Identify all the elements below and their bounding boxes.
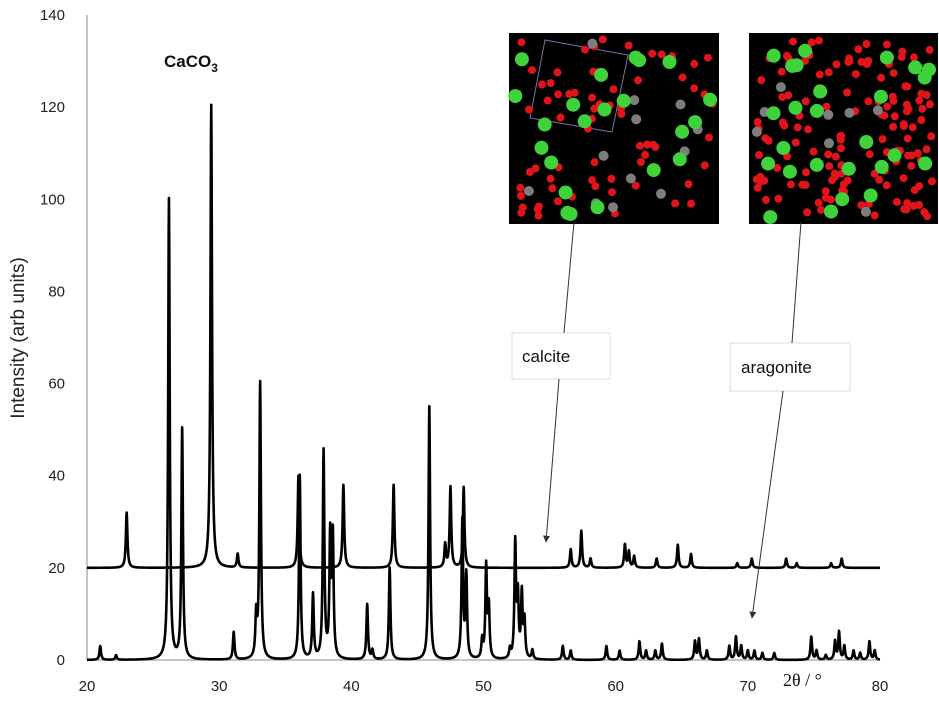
x-tick-label: 80 bbox=[872, 678, 889, 695]
chart-title-main: CaCO bbox=[164, 52, 211, 71]
aragonite-arrow-top bbox=[791, 221, 802, 344]
calcite-structure-image bbox=[508, 33, 719, 224]
y-tick-labels: 0 20 40 60 80 100 120 140 bbox=[40, 7, 65, 669]
y-tick-label: 120 bbox=[40, 99, 65, 116]
x-tick-label: 30 bbox=[211, 678, 228, 695]
series-line-calcite bbox=[85, 103, 882, 570]
chart-title: CaCO3 bbox=[164, 52, 218, 75]
aragonite-arrow bbox=[749, 390, 784, 619]
aragonite-structure-image bbox=[749, 33, 938, 225]
x-axis-label: 2θ / ° bbox=[783, 670, 822, 690]
y-tick-label: 40 bbox=[48, 468, 65, 485]
calcite-label: calcite bbox=[522, 347, 570, 366]
calcite-label-box bbox=[511, 332, 611, 380]
chart-title-subscript: 3 bbox=[211, 61, 218, 75]
y-tick-label: 60 bbox=[48, 376, 65, 393]
y-tick-label: 140 bbox=[40, 7, 65, 24]
x-tick-label: 70 bbox=[739, 678, 756, 695]
x-tick-label: 20 bbox=[79, 678, 96, 695]
x-tick-labels: 20 30 40 50 60 70 80 bbox=[79, 678, 889, 695]
y-tick-label: 80 bbox=[48, 283, 65, 300]
y-tick-label: 100 bbox=[40, 191, 65, 208]
calcite-arrow-top bbox=[563, 221, 575, 334]
series-line-aragonite bbox=[85, 196, 882, 662]
calcite-arrow bbox=[543, 378, 560, 543]
aragonite-label: aragonite bbox=[741, 358, 812, 377]
x-tick-label: 60 bbox=[607, 678, 624, 695]
x-tick-label: 40 bbox=[343, 678, 360, 695]
y-tick-label: 20 bbox=[48, 560, 65, 577]
y-axis-label: Intensity (arb units) bbox=[8, 257, 29, 419]
series-traces bbox=[85, 103, 882, 662]
x-tick-label: 50 bbox=[475, 678, 492, 695]
aragonite-label-box bbox=[729, 342, 851, 392]
y-tick-label: 0 bbox=[57, 652, 65, 669]
